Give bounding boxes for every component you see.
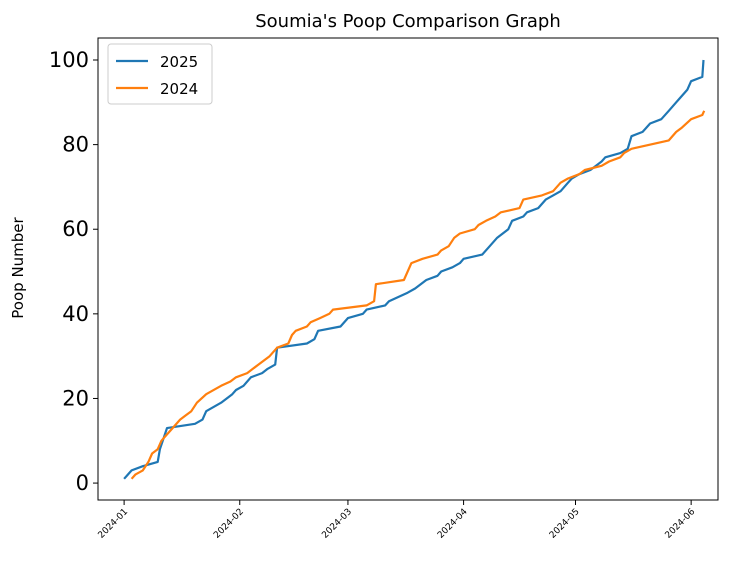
y-tick-label: 60 xyxy=(62,217,89,241)
legend: 2025 2024 xyxy=(107,43,213,105)
y-tick-label: 0 xyxy=(76,471,89,495)
y-tick-label: 20 xyxy=(62,386,89,410)
y-tick-label: 40 xyxy=(62,302,89,326)
chart-title: Soumia's Poop Comparison Graph xyxy=(255,11,561,32)
series-line xyxy=(123,59,705,480)
y-tick-label: 100 xyxy=(49,48,89,72)
plot-frame xyxy=(97,37,719,501)
series-line xyxy=(130,110,706,480)
legend-label: 2025 xyxy=(160,53,198,71)
y-axis-label: Poop Number xyxy=(9,216,27,318)
y-tick-label: 80 xyxy=(62,133,89,157)
legend-label: 2024 xyxy=(160,80,198,98)
